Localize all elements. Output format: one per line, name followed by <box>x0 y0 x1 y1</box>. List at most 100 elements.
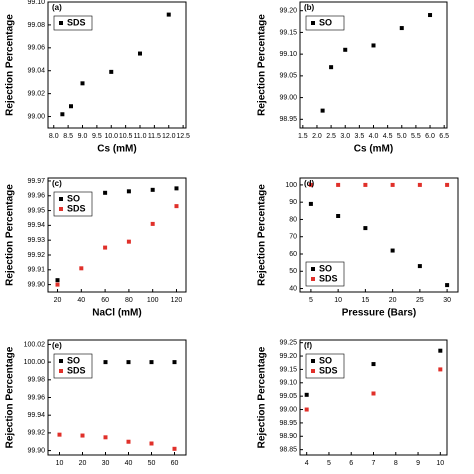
panel-label: (b) <box>304 3 315 12</box>
y-tick-label: 99.10 <box>27 0 45 6</box>
y-tick-label: 99.00 <box>279 406 297 413</box>
x-tick-label: 5 <box>327 460 331 467</box>
x-tick-label: 9 <box>416 460 420 467</box>
y-tick-label: 99.05 <box>279 73 297 80</box>
y-tick-label: 99.95 <box>27 207 45 214</box>
x-tick-label: 4 <box>305 460 309 467</box>
y-tick-label: 99.96 <box>27 394 45 401</box>
data-point <box>399 26 404 31</box>
y-tick-label: 60 <box>289 251 297 258</box>
y-tick-label: 99.25 <box>279 340 297 347</box>
x-tick-label: 100 <box>147 297 159 304</box>
x-tick-label: 60 <box>171 460 179 467</box>
legend-label: SDS <box>67 203 86 213</box>
y-tick-label: 99.91 <box>27 267 45 274</box>
legend-marker <box>59 369 63 373</box>
x-tick-label: 5.0 <box>397 133 407 140</box>
y-tick-label: 99.15 <box>279 29 297 36</box>
x-tick-label: 2.0 <box>312 133 322 140</box>
y-tick-label: 99.10 <box>279 380 297 387</box>
data-point <box>417 264 422 269</box>
x-axis-label: Pressure (Bars) <box>342 308 416 319</box>
legend-box <box>305 15 345 31</box>
y-axis-label: Rejection Percentage <box>257 346 268 448</box>
y-tick-label: 100.02 <box>24 341 46 348</box>
y-axis-label: Rejection Percentage <box>257 184 268 286</box>
y-tick-label: 99.05 <box>279 393 297 400</box>
plot-frame <box>299 177 459 293</box>
y-axis-label: Rejection Percentage <box>5 14 16 116</box>
x-tick-label: 10.0 <box>104 133 118 140</box>
data-point <box>150 187 155 192</box>
x-tick-label: 50 <box>148 460 156 467</box>
x-tick-label: 20 <box>54 297 62 304</box>
data-point <box>363 226 368 231</box>
y-tick-label: 99.92 <box>27 430 45 437</box>
panel-label: (d) <box>304 179 315 188</box>
x-tick-label: 10 <box>334 297 342 304</box>
data-point <box>336 182 341 187</box>
x-tick-label: 40 <box>125 460 133 467</box>
x-tick-label: 120 <box>171 297 183 304</box>
x-tick-label: 4.5 <box>383 133 393 140</box>
x-tick-label: 10 <box>56 460 64 467</box>
data-point <box>445 182 450 187</box>
x-tick-label: 8 <box>394 460 398 467</box>
x-tick-label: 9.5 <box>92 133 102 140</box>
x-tick-label: 10 <box>436 460 444 467</box>
x-axis-label: Cs (mM) <box>97 144 136 155</box>
legend-marker <box>311 359 315 363</box>
data-point <box>149 360 154 365</box>
data-point <box>371 362 376 367</box>
data-point <box>417 182 422 187</box>
x-tick-label: 3.0 <box>340 133 350 140</box>
x-tick-label: 80 <box>125 297 133 304</box>
y-tick-label: 99.20 <box>279 8 297 15</box>
data-point <box>55 282 60 287</box>
x-tick-label: 7 <box>372 460 376 467</box>
x-axis-label: Cs (mM) <box>354 144 393 155</box>
legend-marker <box>59 207 63 211</box>
data-point <box>172 446 177 451</box>
x-tick-label: 5 <box>309 297 313 304</box>
data-point <box>166 12 171 17</box>
data-point <box>55 278 60 283</box>
x-tick-label: 25 <box>416 297 424 304</box>
y-tick-label: 99.93 <box>27 237 45 244</box>
data-point <box>320 108 325 113</box>
legend-label: SO <box>319 355 332 365</box>
legend-label: SO <box>67 355 80 365</box>
legend-label: SO <box>319 17 332 27</box>
y-tick-label: 99.20 <box>279 353 297 360</box>
x-tick-label: 11.5 <box>148 133 161 140</box>
y-tick-label: 99.96 <box>27 193 45 200</box>
data-point <box>371 43 376 48</box>
data-point <box>371 391 376 396</box>
y-tick-label: 99.90 <box>27 281 45 288</box>
y-tick-label: 99.97 <box>27 178 45 185</box>
data-point <box>308 201 313 206</box>
y-tick-label: 98.90 <box>279 433 297 440</box>
x-tick-label: 8.5 <box>63 133 73 140</box>
data-point <box>343 47 348 52</box>
x-tick-label: 9.0 <box>78 133 88 140</box>
data-point <box>336 214 341 218</box>
legend-label: SDS <box>319 273 338 283</box>
legend-box <box>305 353 345 379</box>
data-point <box>304 407 309 412</box>
x-tick-label: 60 <box>101 297 109 304</box>
data-point <box>304 392 309 397</box>
data-point <box>172 360 177 365</box>
y-tick-label: 70 <box>289 234 297 241</box>
data-point <box>445 283 450 288</box>
y-axis-label: Rejection Percentage <box>257 14 268 116</box>
panel-label: (a) <box>52 3 62 12</box>
data-point <box>57 432 62 437</box>
legend-label: SO <box>67 193 80 203</box>
x-tick-label: 6 <box>349 460 353 467</box>
y-tick-label: 90 <box>289 199 297 206</box>
data-point <box>79 266 84 271</box>
data-point <box>103 245 108 250</box>
y-axis-label: Rejection Percentage <box>5 184 16 286</box>
x-tick-label: 40 <box>77 297 85 304</box>
